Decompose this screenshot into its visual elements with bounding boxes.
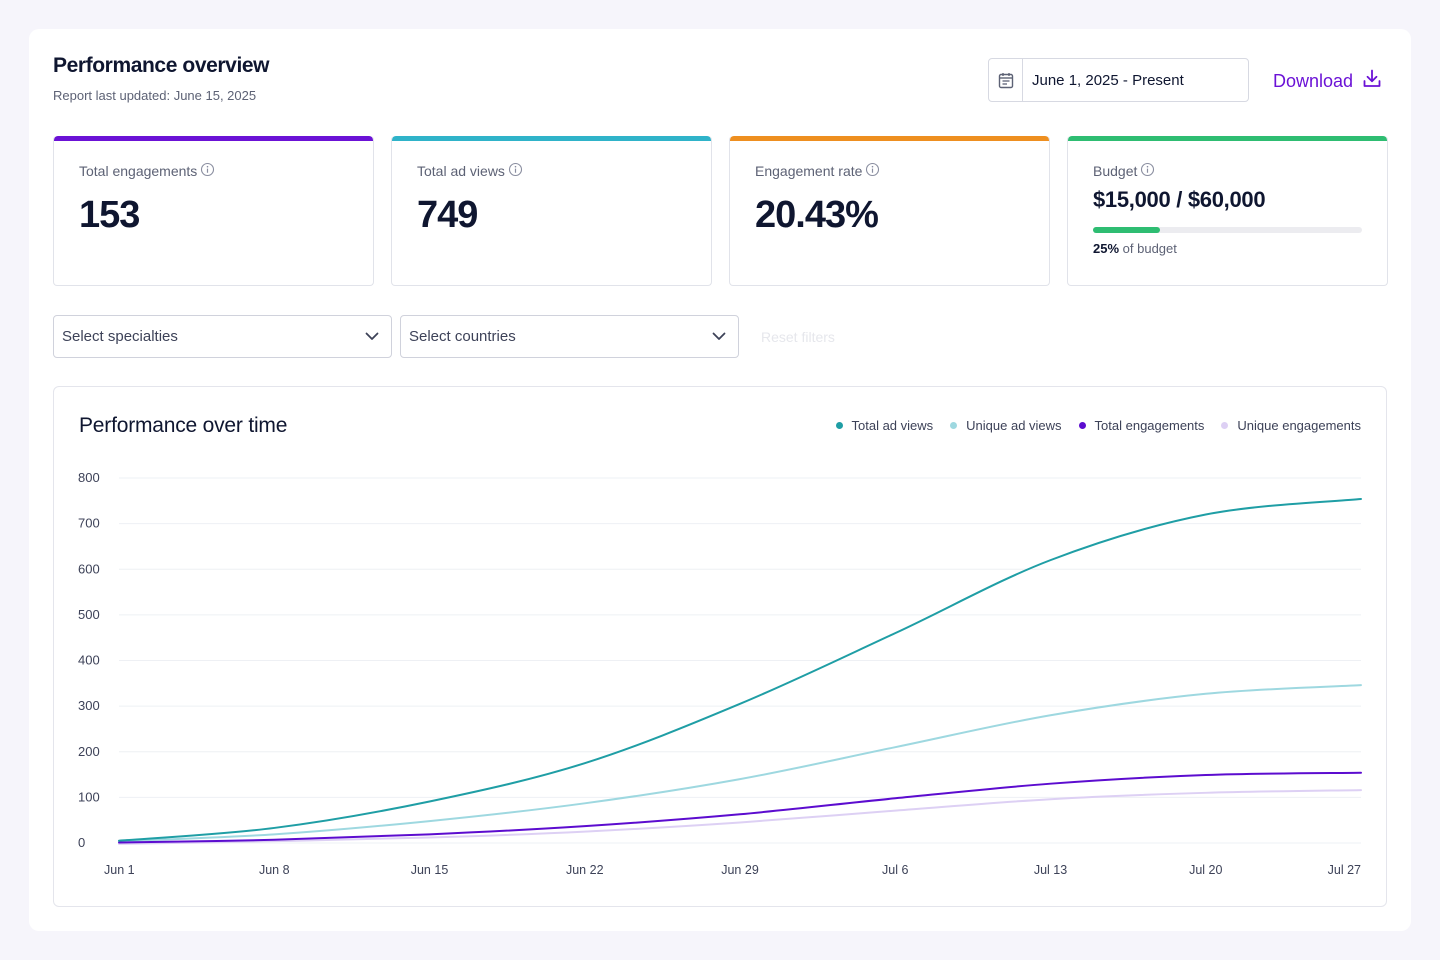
date-range-value: June 1, 2025 - Present xyxy=(1032,71,1184,89)
performance-chart-card: 0 100 200 300 400 500 600 700 800 Jun 1 Jun 8 Jun 1… xyxy=(53,386,1387,907)
budget-percent: 25% xyxy=(1093,241,1120,256)
info-icon[interactable] xyxy=(200,162,215,180)
kpi-label-row: Total ad views xyxy=(417,162,523,180)
x-tick-label: Jul 13 xyxy=(1034,863,1067,877)
reset-filters-button[interactable]: Reset filters xyxy=(761,329,835,345)
countries-placeholder: Select countries xyxy=(409,328,516,345)
kpi-card-total-engagements: Total engagements 153 xyxy=(53,136,374,286)
chevron-down-icon xyxy=(712,328,726,346)
x-tick-label: Jun 29 xyxy=(721,863,759,877)
series-line-total-ad-views xyxy=(118,497,1362,842)
kpi-accent-bar xyxy=(54,136,373,141)
x-tick-label: Jun 22 xyxy=(566,863,604,877)
budget-value: $15,000 / $60,000 xyxy=(1093,187,1266,212)
budget-progress-bar xyxy=(1093,227,1362,233)
legend-label: Unique engagements xyxy=(1237,418,1361,433)
y-tick-label: 600 xyxy=(78,561,100,576)
y-tick-label: 700 xyxy=(78,516,100,531)
y-tick-label: 400 xyxy=(78,653,100,668)
budget-note: 25% of budget xyxy=(1093,241,1177,256)
kpi-value: 20.43% xyxy=(755,194,879,236)
series-line-total-engagements xyxy=(118,771,1362,844)
series-line-unique-engagements xyxy=(118,789,1362,845)
chevron-down-icon xyxy=(365,328,379,346)
countries-select[interactable]: Select countries xyxy=(400,315,739,358)
legend-label: Unique ad views xyxy=(966,418,1062,433)
legend-label: Total ad views xyxy=(851,418,934,433)
x-tick-label: Jun 8 xyxy=(259,863,290,877)
y-tick-label: 800 xyxy=(78,470,100,485)
legend-dot xyxy=(950,422,958,429)
kpi-label-row: Total engagements xyxy=(79,162,215,180)
legend-dot xyxy=(835,422,843,429)
download-button[interactable]: Download xyxy=(1273,67,1381,95)
legend-dot xyxy=(1078,422,1086,429)
budget-note-suffix: of budget xyxy=(1122,241,1177,256)
chart-title: Performance over time xyxy=(79,414,288,437)
kpi-label-row: Budget xyxy=(1093,162,1155,180)
x-tick-label: Jul 20 xyxy=(1189,863,1222,877)
kpi-label: Total ad views xyxy=(417,163,505,179)
legend-item[interactable]: Total engagements xyxy=(1078,418,1205,433)
y-tick-label: 200 xyxy=(78,744,100,759)
kpi-accent-bar xyxy=(1068,136,1387,141)
info-icon[interactable] xyxy=(1140,162,1155,180)
kpi-value: 749 xyxy=(417,194,478,236)
series-line-unique-ad-views xyxy=(118,684,1362,843)
legend-dot xyxy=(1221,422,1229,429)
info-icon[interactable] xyxy=(508,162,523,180)
report-panel: Performance overview Report last updated… xyxy=(29,29,1411,931)
info-icon[interactable] xyxy=(865,162,880,180)
last-updated-text: Report last updated: June 15, 2025 xyxy=(53,88,257,103)
y-tick-label: 500 xyxy=(78,607,100,622)
budget-progress-fill xyxy=(1093,227,1161,233)
date-range-picker[interactable]: June 1, 2025 - Present xyxy=(988,58,1249,102)
calendar-icon xyxy=(989,59,1023,101)
specialties-select[interactable]: Select specialties xyxy=(53,315,392,358)
specialties-placeholder: Select specialties xyxy=(62,328,178,345)
performance-line-chart: 0 100 200 300 400 500 600 700 800 Jun 1 Jun 8 Jun 1… xyxy=(78,470,1362,877)
kpi-card-engagement-rate: Engagement rate 20.43% xyxy=(729,136,1050,286)
legend-item[interactable]: Unique ad views xyxy=(950,418,1062,433)
kpi-label: Total engagements xyxy=(79,163,198,179)
kpi-accent-bar xyxy=(730,136,1049,141)
kpi-card-budget: Budget $15,000 / $60,000 25% of budget xyxy=(1067,136,1388,286)
download-label: Download xyxy=(1273,70,1354,91)
y-tick-label: 0 xyxy=(78,835,85,850)
legend-item[interactable]: Unique engagements xyxy=(1221,418,1361,433)
y-tick-label: 100 xyxy=(78,789,100,804)
kpi-value: 153 xyxy=(79,194,140,236)
kpi-label: Engagement rate xyxy=(755,163,863,179)
x-tick-label: Jul 27 xyxy=(1328,863,1361,877)
y-tick-label: 300 xyxy=(78,698,100,713)
legend-item[interactable]: Total ad views xyxy=(835,418,934,433)
x-tick-label: Jun 15 xyxy=(411,863,449,877)
chart-legend: Total ad views Unique ad views Total engag… xyxy=(835,418,1361,433)
kpi-card-total-ad-views: Total ad views 749 xyxy=(391,136,712,286)
legend-label: Total engagements xyxy=(1094,418,1205,433)
kpi-label: Budget xyxy=(1093,163,1138,179)
x-tick-label: Jul 6 xyxy=(882,863,908,877)
x-tick-label: Jun 1 xyxy=(104,863,135,877)
page-title: Performance overview xyxy=(53,54,270,77)
download-icon xyxy=(1363,69,1381,93)
kpi-label-row: Engagement rate xyxy=(755,162,880,180)
kpi-accent-bar xyxy=(392,136,711,141)
